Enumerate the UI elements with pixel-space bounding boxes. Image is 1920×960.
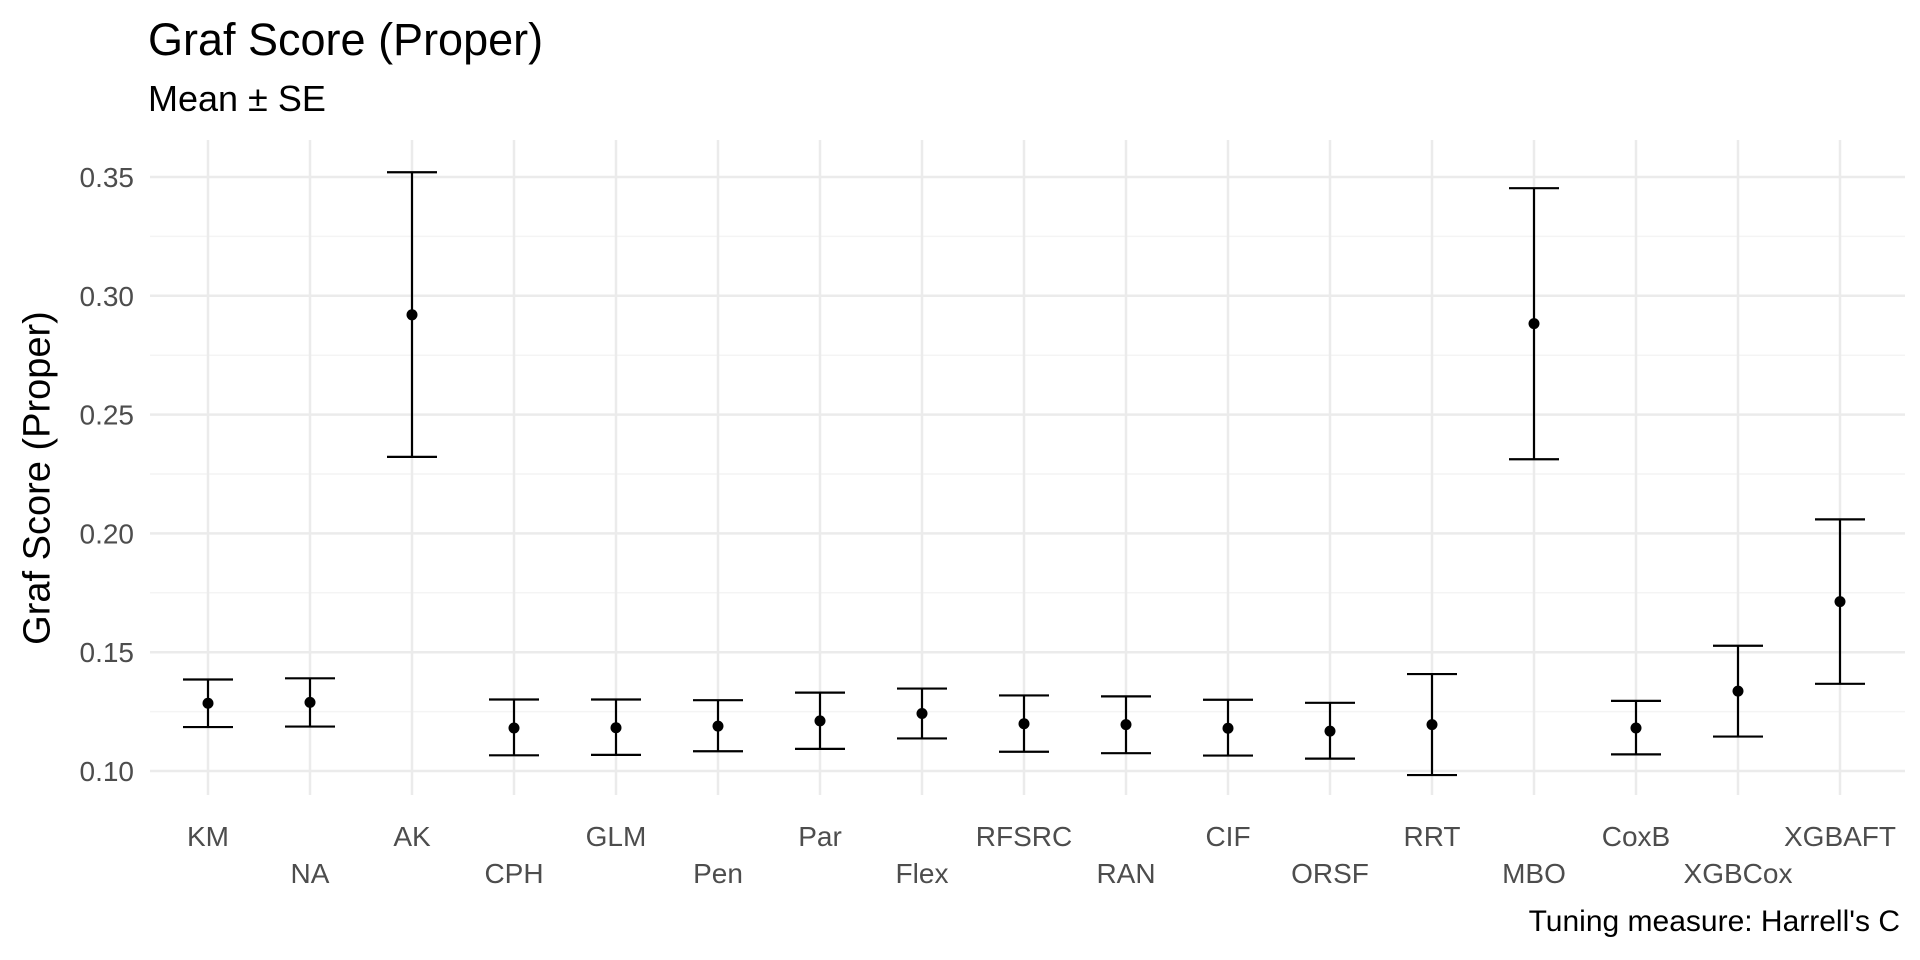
error-bar-pen — [693, 699, 743, 753]
error-bar-rfsrc — [999, 694, 1049, 753]
y-tick-label: 0.10 — [80, 756, 135, 787]
mean-point — [610, 722, 622, 734]
grid — [150, 140, 1905, 795]
error-bar-orsf — [1305, 701, 1355, 760]
x-tick-label: RAN — [1096, 858, 1155, 889]
error-bar-na — [285, 677, 335, 728]
mean-point — [1732, 685, 1744, 697]
x-tick-label: RRT — [1403, 821, 1460, 852]
x-axis-ticks: KM NA AK CPH GLM Pen Par Flex RFSRC RAN CIF ORSF RRT… — [187, 821, 1896, 889]
x-tick-label: CoxB — [1602, 821, 1670, 852]
x-tick-label: ORSF — [1291, 858, 1369, 889]
x-tick-label: GLM — [586, 821, 647, 852]
mean-point — [508, 722, 520, 734]
mean-point — [814, 715, 826, 727]
error-bar-ak — [387, 171, 437, 458]
mean-point — [1120, 719, 1132, 731]
mean-point — [1018, 718, 1030, 730]
x-tick-label: MBO — [1502, 858, 1566, 889]
error-bar-xgbaft — [1815, 518, 1865, 685]
x-tick-label: KM — [187, 821, 229, 852]
mean-point — [304, 696, 316, 708]
mean-point — [406, 309, 418, 321]
y-tick-label: 0.15 — [80, 637, 135, 668]
mean-point — [1324, 725, 1336, 737]
x-tick-label: Pen — [693, 858, 743, 889]
x-tick-label: CPH — [484, 858, 543, 889]
mean-point — [1630, 722, 1642, 734]
mean-point — [1528, 318, 1540, 330]
x-tick-label: Flex — [896, 858, 949, 889]
mean-point — [1426, 719, 1438, 731]
error-bar-mbo — [1509, 187, 1559, 461]
x-tick-label: NA — [291, 858, 330, 889]
y-tick-label: 0.25 — [80, 400, 135, 431]
error-bar-glm — [591, 698, 641, 756]
x-tick-label: RFSRC — [976, 821, 1072, 852]
error-bar-km — [183, 678, 233, 729]
mean-point — [916, 708, 928, 720]
error-bar-flex — [897, 687, 947, 740]
error-bar-par — [795, 691, 845, 751]
error-bar-ran — [1101, 695, 1151, 755]
mean-point — [712, 720, 724, 732]
chart-caption: Tuning measure: Harrell's C — [1528, 905, 1900, 938]
x-tick-label: XGBAFT — [1784, 821, 1896, 852]
mean-point — [1222, 722, 1234, 734]
x-tick-label: Par — [798, 821, 842, 852]
y-axis-ticks: 0.10 0.15 0.20 0.25 0.30 0.35 — [80, 162, 135, 787]
error-bar-coxb — [1611, 699, 1661, 756]
error-bar-xgbcox — [1713, 644, 1763, 738]
x-tick-label: CIF — [1205, 821, 1250, 852]
x-tick-label: XGBCox — [1684, 858, 1793, 889]
y-tick-label: 0.20 — [80, 518, 135, 549]
error-bars — [183, 171, 1865, 777]
y-tick-label: 0.35 — [80, 162, 135, 193]
x-tick-label: AK — [393, 821, 431, 852]
mean-point — [1834, 596, 1846, 608]
chart-subtitle: Mean ± SE — [148, 78, 326, 119]
error-bar-rrt — [1407, 672, 1457, 777]
error-bar-cif — [1203, 698, 1253, 757]
error-bar-cph — [489, 698, 539, 757]
mean-point — [202, 697, 214, 709]
y-tick-label: 0.30 — [80, 281, 135, 312]
chart-title: Graf Score (Proper) — [148, 14, 544, 65]
